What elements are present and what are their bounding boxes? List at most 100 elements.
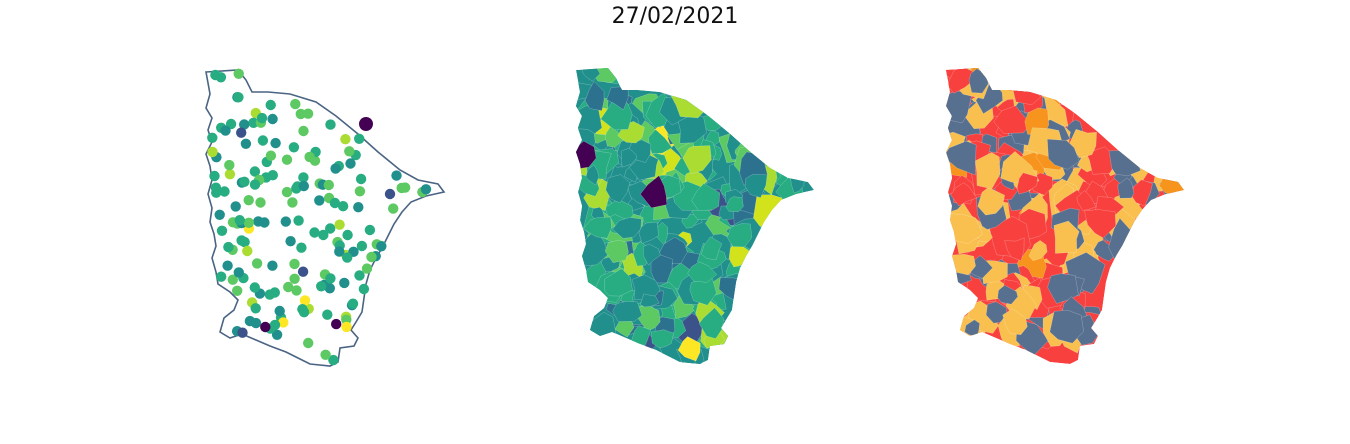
station-point [280, 216, 291, 227]
station-point [255, 197, 266, 208]
station-point [219, 186, 230, 197]
municipality-polygon [725, 196, 744, 213]
station-point [295, 108, 306, 120]
municipality-polygon [620, 147, 638, 168]
municipality-polygon [584, 81, 605, 111]
municipality-polygon [582, 311, 617, 342]
station-point [249, 166, 261, 177]
municipality-polygon [650, 254, 673, 284]
station-point [233, 267, 244, 278]
station-point [345, 158, 356, 169]
station-point [267, 170, 278, 181]
municipality-polygon [1084, 209, 1116, 239]
station-point [330, 163, 341, 174]
station-point [257, 135, 269, 146]
station-point [354, 133, 365, 144]
station-point [318, 229, 329, 241]
municipality-polygon [975, 152, 1001, 190]
station-point [342, 252, 353, 263]
station-point [340, 134, 351, 145]
station-point [309, 227, 320, 238]
station-point [220, 125, 231, 136]
station-point [256, 112, 268, 124]
municipality-polygon [993, 105, 1031, 134]
station-point [267, 113, 278, 125]
station-point [342, 229, 353, 241]
station-point [227, 274, 238, 285]
station-points [207, 68, 432, 366]
municipality-polygon [648, 129, 673, 154]
station-point [274, 305, 285, 317]
municipality-polygon [1017, 172, 1038, 195]
station-point [222, 260, 233, 271]
municipality-polygons-continuous [576, 68, 805, 364]
municipality-polygon [1049, 310, 1084, 344]
station-point [341, 321, 352, 333]
station-point [232, 285, 243, 296]
municipality-polygon [628, 154, 659, 181]
station-point [354, 186, 366, 197]
municipality-polygon [1053, 220, 1080, 254]
municipality-polygon [691, 183, 720, 211]
station-point [337, 201, 349, 212]
municipality-polygon [582, 216, 612, 239]
station-point [364, 224, 376, 236]
station-point [334, 246, 345, 257]
station-point [207, 146, 218, 158]
municipality-polygon [651, 329, 674, 349]
municipality-polygon [744, 174, 768, 198]
station-point [325, 223, 336, 234]
station-point [289, 258, 300, 270]
station-point [288, 142, 300, 153]
station-point [344, 146, 355, 157]
station-point [329, 197, 341, 209]
station-point [243, 217, 254, 228]
station-point [325, 273, 336, 284]
station-point [271, 329, 283, 340]
station-point [323, 179, 334, 191]
station-point [355, 173, 367, 185]
municipality-polygon [1076, 190, 1097, 211]
station-point [325, 119, 336, 130]
station-point [334, 219, 345, 230]
municipality-polygon [585, 164, 600, 186]
station-point [224, 159, 235, 171]
station-point [244, 315, 256, 327]
municipality-polygon [687, 261, 718, 283]
station-point [347, 298, 359, 309]
station-point [236, 127, 247, 138]
station-point [234, 215, 245, 226]
municipality-polygon [1011, 73, 1041, 105]
municipality-polygon [1047, 138, 1080, 170]
station-point [210, 69, 221, 81]
municipality-polygon [605, 174, 630, 204]
municipality-polygon [701, 236, 723, 260]
municipality-polygon [997, 284, 1018, 305]
station-point [233, 68, 244, 79]
station-point [304, 151, 315, 163]
station-point [356, 240, 368, 252]
station-point [359, 117, 373, 131]
municipality-polygon [946, 140, 977, 176]
station-point [207, 132, 218, 143]
station-point [230, 201, 241, 212]
municipality-polygon [604, 126, 625, 148]
station-point [209, 170, 220, 182]
municipality-polygon [631, 325, 652, 346]
municipality-polygon [1069, 129, 1097, 159]
station-point [249, 179, 261, 190]
municipality-polygon [698, 307, 724, 339]
station-point [293, 215, 304, 226]
station-point [281, 154, 293, 165]
municipality-polygon [753, 194, 786, 228]
station-point [388, 203, 399, 214]
station-point [243, 195, 254, 206]
municipality-polygon [604, 239, 629, 263]
station-point [353, 202, 364, 213]
station-point [278, 317, 289, 328]
station-point [291, 285, 302, 296]
station-point [250, 303, 261, 314]
station-point [316, 281, 327, 292]
station-point [270, 137, 281, 149]
figure-title: 27/02/2021 [611, 4, 739, 29]
